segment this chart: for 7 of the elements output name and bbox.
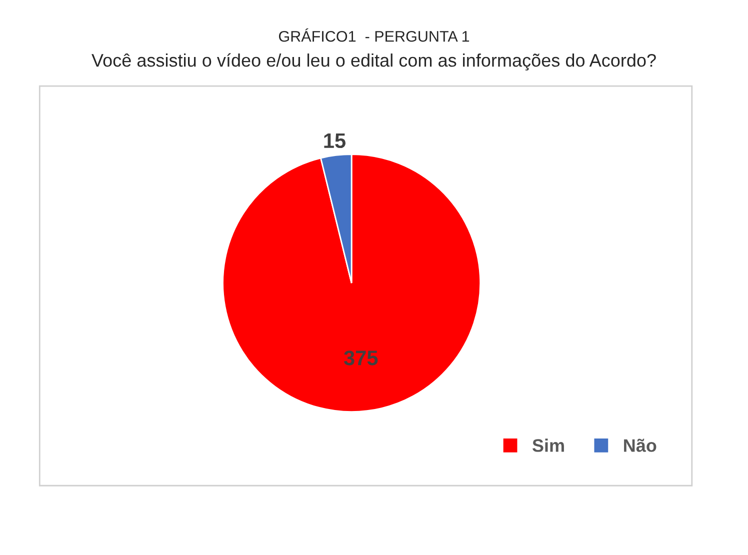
data-label: 375 [344, 350, 378, 366]
pie-slice [222, 154, 482, 413]
legend-label: Não [624, 438, 656, 452]
data-label: 15 [324, 134, 346, 148]
chart-subtitle: Você assistiu o vídeo e/ou leu o edital com as informações do Acordo? [92, 53, 656, 70]
chart-title: GRÁFICO1 - PERGUNTA 1 [278, 28, 470, 42]
legend-label: Sim [532, 438, 564, 452]
